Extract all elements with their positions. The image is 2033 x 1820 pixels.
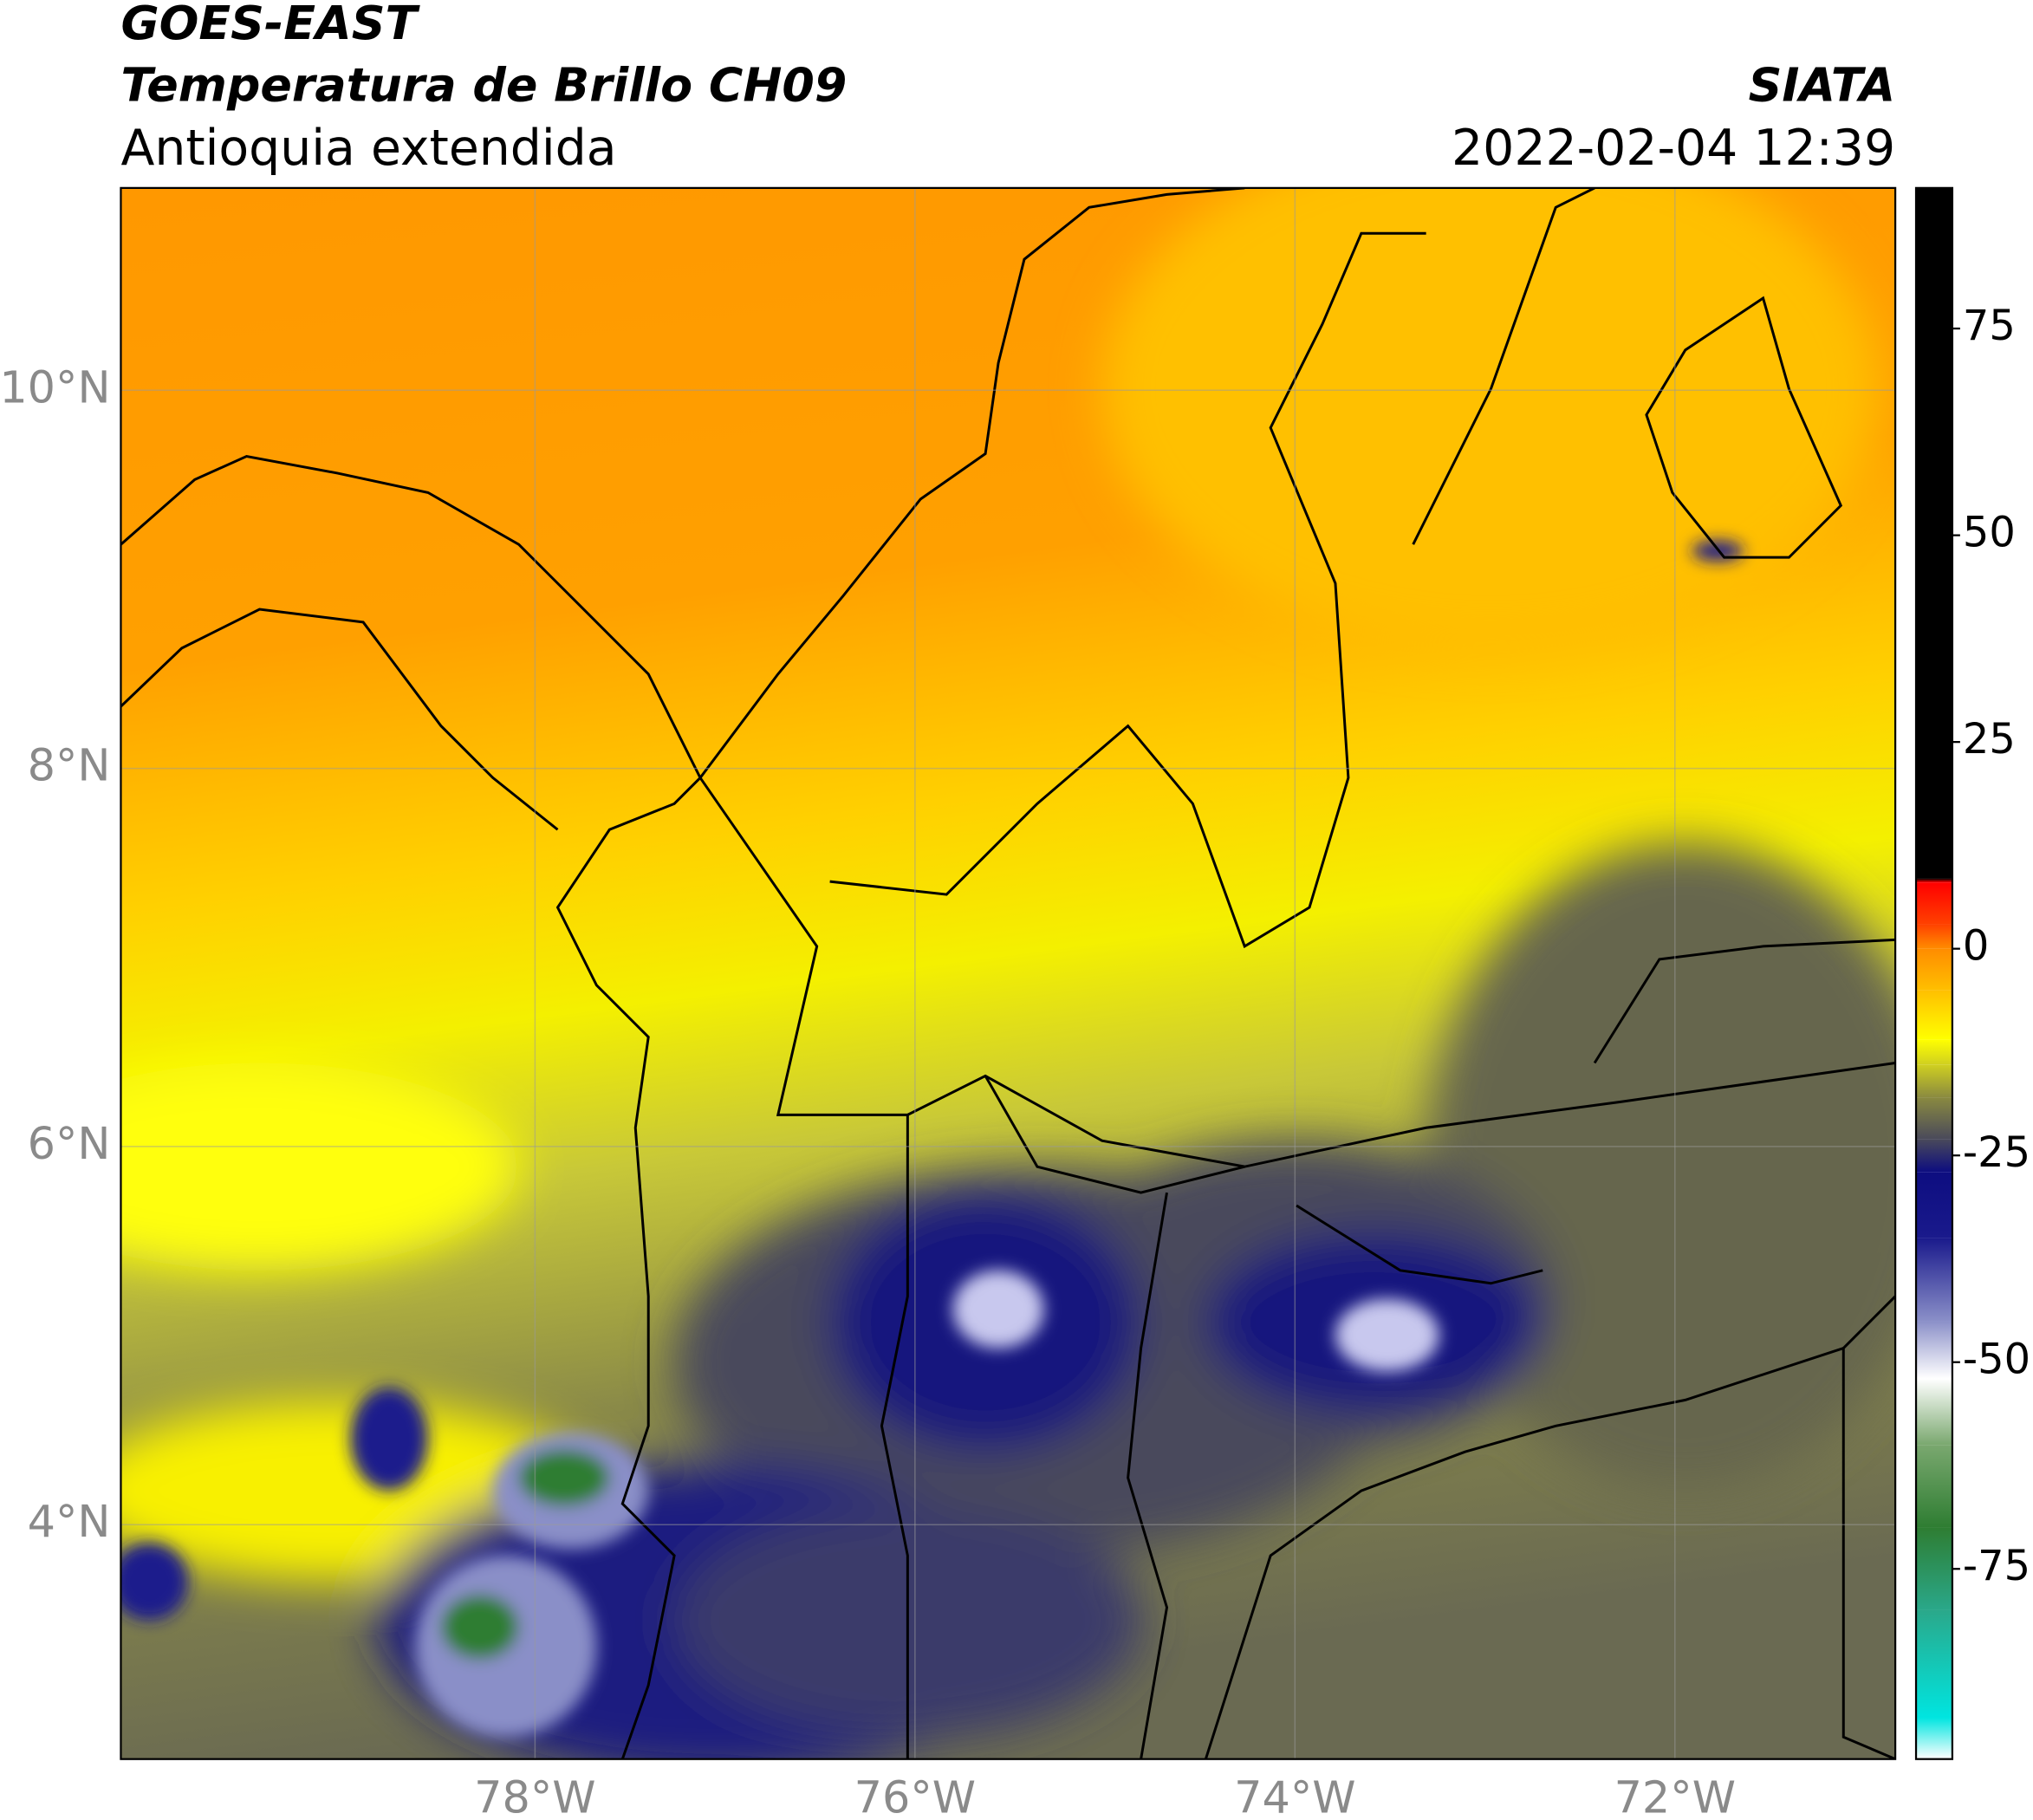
colorbar-segment xyxy=(1916,948,1952,991)
colorbar-segment xyxy=(1916,1717,1952,1759)
colorbar-tick-label: 75 xyxy=(1963,302,2016,350)
colorbar-segment xyxy=(1916,1039,1952,1065)
source: SIATA xyxy=(1749,58,1896,113)
map-frame xyxy=(120,186,1897,1760)
colorbar-segment xyxy=(1916,1378,1952,1446)
y-tick-label: 6°N xyxy=(28,1118,111,1169)
convective-cores xyxy=(120,540,1744,1738)
colorbar-segment xyxy=(1916,924,1952,949)
colorbar-segment xyxy=(1916,1609,1952,1718)
colorbar-segment xyxy=(1916,1139,1952,1173)
colorbar-segment xyxy=(1916,990,1952,1040)
title: GOES-EAST xyxy=(120,0,420,50)
colorbar-tick-label: -25 xyxy=(1963,1129,2030,1177)
colorbar-segment xyxy=(1916,187,1952,879)
x-tick-label: 74°W xyxy=(1234,1772,1355,1820)
y-tick-label: 10°N xyxy=(0,361,110,413)
colorbar-segment xyxy=(1916,878,1952,883)
colorbar-tick-label: 25 xyxy=(1963,716,2016,764)
colorbar-tick-label: -50 xyxy=(1963,1336,2030,1384)
colorbar-tick-label: -75 xyxy=(1963,1543,2030,1590)
colorbar-segment xyxy=(1916,1097,1952,1140)
colorbar-segment xyxy=(1916,1172,1952,1238)
graticule xyxy=(120,187,1896,1759)
colorbar-frame xyxy=(1914,186,1954,1760)
x-tick-label: 72°W xyxy=(1614,1772,1736,1820)
colorbar-segment xyxy=(1916,1064,1952,1098)
y-tick-label: 8°N xyxy=(28,740,111,791)
borders xyxy=(120,187,1896,1759)
colorbar-segment xyxy=(1916,1238,1952,1322)
colorbar-tick-label: 0 xyxy=(1963,923,1989,971)
map xyxy=(120,187,1896,1759)
y-tick-label: 4°N xyxy=(28,1496,111,1547)
colorbar-segment xyxy=(1916,882,1952,925)
colorbar-segment xyxy=(1916,1445,1952,1528)
x-tick-label: 76°W xyxy=(854,1772,976,1820)
x-tick-label: 78°W xyxy=(474,1772,595,1820)
colorbar-tick-label: 50 xyxy=(1963,510,2016,557)
colorbar xyxy=(1916,187,1952,1759)
region: Antioquia extendida xyxy=(120,120,616,177)
datetime: 2022-02-04 12:39 xyxy=(1452,120,1895,177)
colorbar-segment xyxy=(1916,1527,1952,1610)
colorbar-segment xyxy=(1916,1321,1952,1379)
subtitle: Temperatura de Brillo CH09 xyxy=(120,58,847,113)
